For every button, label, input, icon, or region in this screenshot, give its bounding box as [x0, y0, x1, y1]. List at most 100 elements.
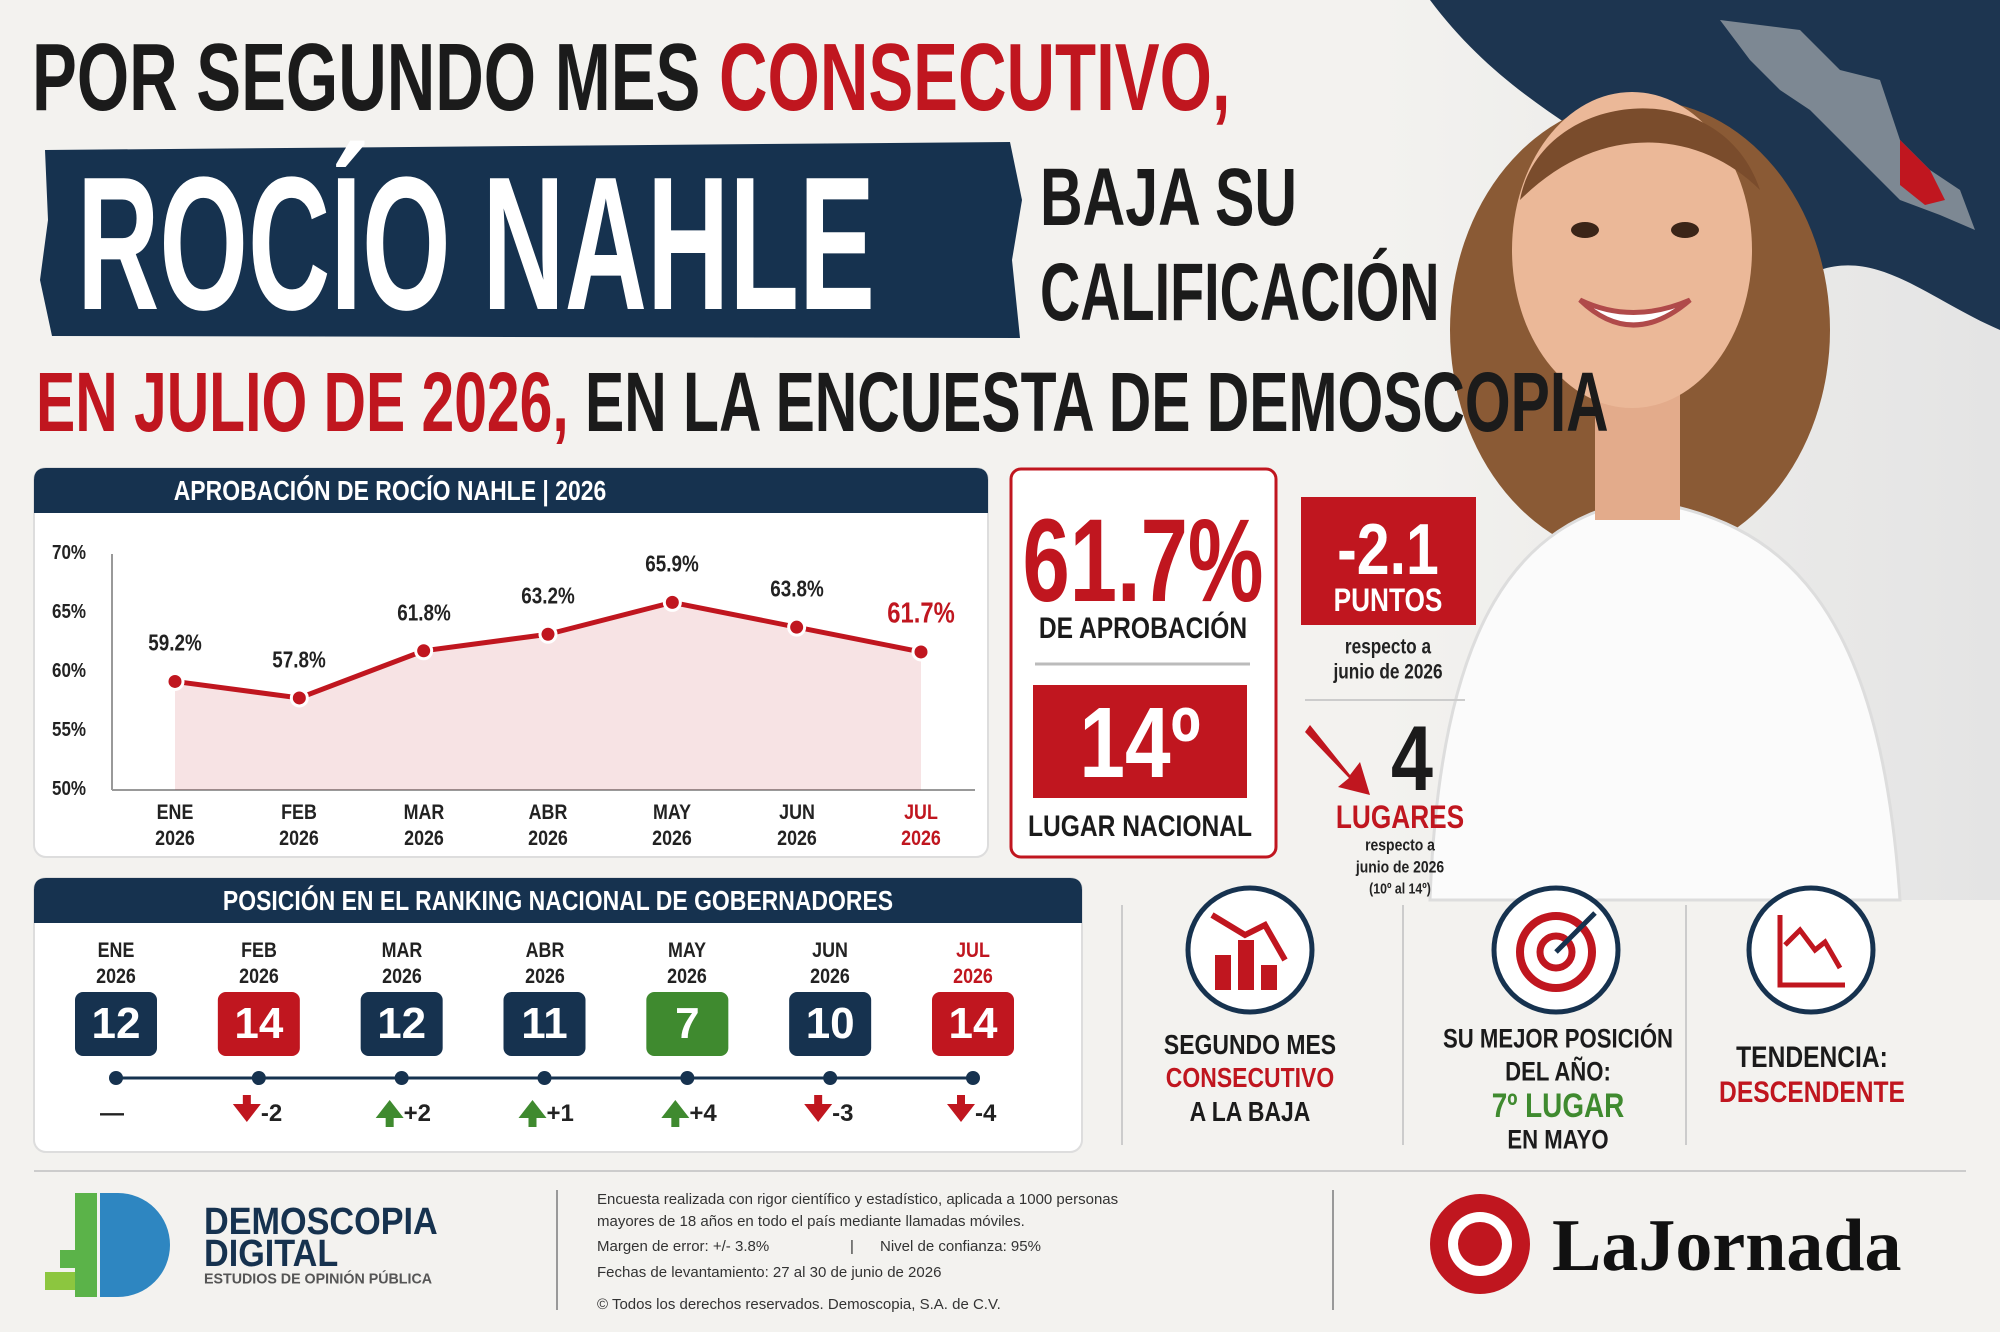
approval: 61.7%: [1022, 495, 1264, 627]
value-label: 63.2%: [521, 582, 575, 609]
dart: [1554, 911, 1597, 954]
icon-line: [1210, 912, 1288, 962]
position-box: [503, 992, 586, 1056]
timeline-dot: [966, 1071, 980, 1085]
value-label: 57.8%: [272, 646, 327, 673]
y-tick-label: 70%: [52, 542, 87, 564]
headline-text: EN LA ENCUESTA DE DEMOSCOPIA: [568, 355, 1609, 449]
icon-line: [1783, 926, 1843, 970]
value-label: 61.7%: [887, 597, 955, 630]
position: 11: [521, 999, 568, 1048]
position-box: [75, 992, 157, 1056]
footer-note: Margen de error: +/- 3.8%: [597, 1238, 770, 1255]
arrow-down: [804, 1095, 833, 1122]
logo-bar: [60, 1250, 75, 1268]
x-tick-label: MAR 2026: [403, 801, 444, 850]
rank-label: LUGAR NACIONAL: [1027, 810, 1253, 843]
icon-axis: [1777, 915, 1845, 988]
value-label: 59.2%: [148, 629, 202, 656]
timeline-dot: [109, 1071, 123, 1085]
timeline-dot: [680, 1071, 695, 1085]
logo-d: [100, 1193, 170, 1297]
footer-note: © Todos los derechos reservados. Demosco…: [597, 1296, 1001, 1313]
places: 4: [1391, 708, 1433, 810]
change-note: respecto a: [1344, 635, 1432, 659]
footer-note: mayores de 18 años en todo el país media…: [597, 1213, 1025, 1230]
arrow-down: [947, 1095, 975, 1122]
places-unit: LUGARES: [1335, 799, 1465, 835]
ranking-header: [34, 878, 1082, 923]
change: -2.1: [1337, 510, 1439, 590]
highlight-text: SU MEJOR POSICIÓN: [1442, 1023, 1674, 1054]
icon-bar: [1215, 955, 1231, 990]
rank: 14º: [1079, 687, 1201, 799]
position-box: [789, 992, 872, 1056]
change-box: [1301, 497, 1476, 625]
x-tick-label: JUN 2026: [776, 801, 817, 850]
eye: [1571, 222, 1599, 238]
y-tick-label: 65%: [52, 601, 87, 623]
arrow-up: [518, 1100, 547, 1127]
smile: [1578, 297, 1692, 328]
footer-note: |: [850, 1238, 854, 1255]
point: [662, 592, 682, 612]
ranking-title: POSICIÓN EN EL RANKING NACIONAL DE GOBER…: [222, 885, 894, 916]
rank-change: +4: [689, 1100, 717, 1127]
period-label: JUN 2026: [810, 939, 851, 988]
change-unit: PUNTOS: [1333, 582, 1443, 618]
chart-title: APROBACIÓN DE ROCÍO NAHLE | 2026: [173, 475, 607, 506]
headline-line3: EN JULIO DE 2026, EN LA ENCUESTA DE DEMO…: [36, 360, 1609, 444]
x-tick-label: MAY 2026: [652, 801, 693, 850]
footer-note: Nivel de confianza: 95%: [880, 1238, 1041, 1255]
headline-text: POR SEGUNDO MES: [32, 24, 720, 131]
period-label: MAY 2026: [667, 939, 708, 988]
value-label: 61.8%: [396, 599, 451, 626]
timeline-dot: [537, 1071, 552, 1085]
point: [538, 624, 558, 644]
highlight-text: CONSECUTIVO: [1165, 1062, 1335, 1093]
brand-logo: LaJornada: [1552, 1205, 1902, 1287]
rank-change: -3: [832, 1100, 854, 1127]
x-tick-label: ENE 2026: [155, 801, 195, 850]
highlight-text: SEGUNDO MES: [1163, 1029, 1337, 1060]
highlight-text: A LA BAJA: [1189, 1096, 1311, 1127]
approval-label: DE APROBACIÓN: [1038, 612, 1248, 645]
footer-note: Encuesta realizada con rigor científico …: [597, 1191, 1119, 1208]
chart-header: [34, 468, 988, 513]
position-box: [217, 992, 300, 1056]
brand-sun: [1458, 1222, 1502, 1266]
rank-change: +1: [546, 1100, 574, 1127]
timeline-dot: [251, 1071, 266, 1085]
highlight-text: DEL AÑO:: [1505, 1056, 1611, 1087]
period-label: ABR 2026: [524, 939, 565, 988]
footer-note: Fechas de levantamiento: 27 al 30 de jun…: [597, 1264, 942, 1281]
timeline-dot: [394, 1071, 409, 1085]
x-tick-label: ABR 2026: [528, 801, 568, 850]
position: 10: [806, 999, 855, 1048]
period-label: JUL 2026: [953, 939, 993, 988]
map-highlight: [1900, 140, 1945, 205]
face: [1512, 92, 1752, 408]
headline-text: EN JULIO DE 2026,: [36, 355, 569, 449]
icon-bar: [1261, 965, 1277, 990]
position: 14: [949, 999, 998, 1048]
places-detail: (10º al 14º): [1369, 880, 1431, 898]
position-box: [932, 992, 1014, 1056]
y-tick-label: 50%: [52, 778, 87, 800]
timeline-dot: [823, 1071, 838, 1085]
position: 14: [234, 999, 283, 1048]
logo-text: DEMOSCOPIA: [204, 1201, 438, 1243]
period-label: FEB 2026: [238, 939, 279, 988]
rank-change: —: [100, 1100, 124, 1127]
headline-line1: POR SEGUNDO MES CONSECUTIVO,: [32, 30, 1231, 126]
y-tick-label: 60%: [52, 660, 87, 682]
position-box: [360, 992, 443, 1056]
logo-bar: [75, 1193, 97, 1297]
x-tick-label: FEB 2026: [279, 801, 320, 850]
headline-line2: BAJA SU: [1040, 152, 1297, 243]
y-tick-label: 55%: [52, 719, 87, 741]
arrow-down: [232, 1095, 261, 1122]
name-banner: [40, 142, 1022, 338]
point: [165, 671, 185, 691]
